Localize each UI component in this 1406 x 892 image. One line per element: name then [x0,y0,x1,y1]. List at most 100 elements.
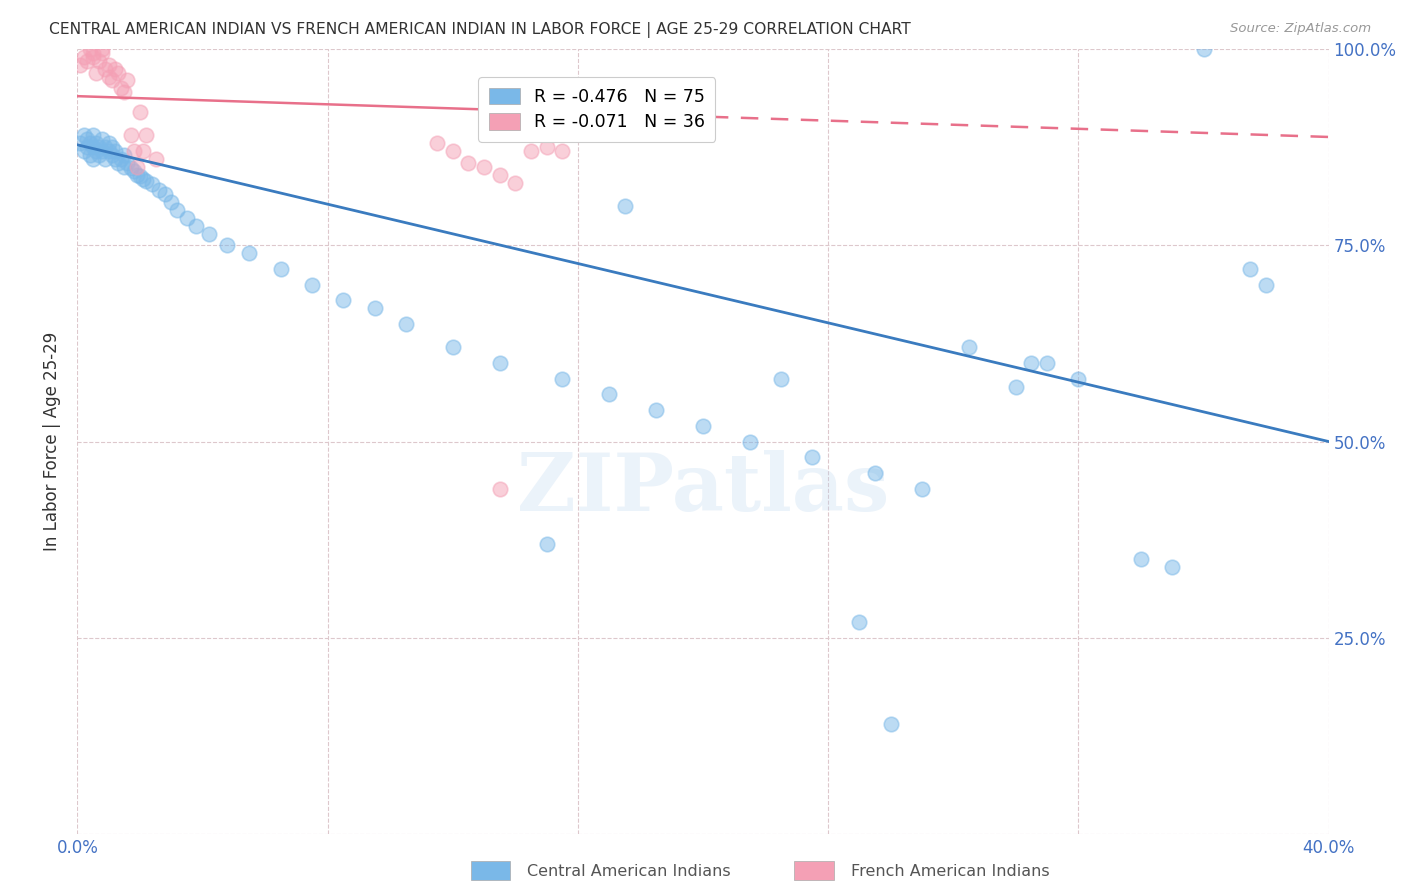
Point [551,144,574,158]
Point [82,128,104,143]
Point [97,70,120,84]
Point [426,136,449,151]
Point [107,65,129,79]
Point [97,144,120,158]
Point [135,128,157,143]
Point [129,169,152,184]
Point [770,372,793,386]
Point [82,50,104,64]
Point [104,152,127,166]
Point [238,246,260,260]
Point [82,45,104,60]
Point [520,144,543,158]
Point [104,62,127,76]
Point [117,73,139,87]
Point [441,340,464,354]
Point [141,177,163,191]
Point [1192,42,1215,56]
Text: ZIPatlas: ZIPatlas [517,450,889,528]
Point [911,482,934,496]
Text: French American Indians: French American Indians [851,864,1049,879]
Point [125,160,148,174]
Point [94,140,117,154]
Point [91,42,114,56]
Point [848,615,870,629]
Point [166,202,188,217]
Point [112,85,135,99]
Point [129,104,152,119]
Point [488,168,510,182]
Point [120,128,142,143]
Point [97,136,120,151]
Text: CENTRAL AMERICAN INDIAN VS FRENCH AMERICAN INDIAN IN LABOR FORCE | AGE 25-29 COR: CENTRAL AMERICAN INDIAN VS FRENCH AMERIC… [49,22,911,38]
Point [72,128,94,143]
Point [104,144,127,158]
Point [69,58,91,72]
Point [738,434,761,449]
Point [72,144,94,158]
Point [536,536,558,550]
Point [135,174,157,188]
Point [91,45,114,60]
Point [89,148,111,162]
Point [94,152,117,166]
Point [94,62,117,76]
Point [1021,356,1043,370]
Point [112,148,135,162]
Point [1254,277,1277,292]
Point [79,42,101,56]
Point [122,144,145,158]
Point [148,183,170,197]
Point [363,301,385,315]
Point [536,140,558,154]
Point [613,199,636,213]
Point [72,50,94,64]
Point [332,293,354,308]
Point [76,140,98,154]
Point [89,140,111,154]
Point [692,418,714,433]
Point [120,161,142,176]
Point [505,176,527,190]
Point [645,403,668,417]
Point [488,482,510,496]
Point [79,136,101,151]
Point [186,219,208,233]
Point [84,65,107,79]
Point [270,261,292,276]
Point [1161,560,1184,574]
Y-axis label: In Labor Force | Age 25-29: In Labor Force | Age 25-29 [44,332,62,551]
Point [472,160,495,174]
Point [301,277,323,292]
Point [551,372,574,386]
Point [197,227,219,241]
Text: Central American Indians: Central American Indians [527,864,731,879]
Point [97,58,120,72]
Point [1067,372,1090,386]
Point [1036,356,1059,370]
Point [132,144,155,158]
Point [488,356,510,370]
Point [1004,379,1026,393]
Text: Source: ZipAtlas.com: Source: ZipAtlas.com [1230,22,1371,36]
Point [91,132,114,146]
Point [117,156,139,170]
Point [110,81,132,95]
Point [76,54,98,68]
Point [801,450,824,465]
Point [82,152,104,166]
Point [91,144,114,158]
Point [441,144,464,158]
Point [145,152,167,166]
Point [1130,552,1153,566]
Point [217,238,239,252]
Legend: R = -0.476   N = 75, R = -0.071   N = 36: R = -0.476 N = 75, R = -0.071 N = 36 [478,78,716,142]
Point [76,132,98,146]
Point [122,163,145,178]
Point [457,156,479,170]
Point [598,387,620,401]
Point [112,160,135,174]
Point [100,148,122,162]
Point [84,144,107,158]
Point [107,156,129,170]
